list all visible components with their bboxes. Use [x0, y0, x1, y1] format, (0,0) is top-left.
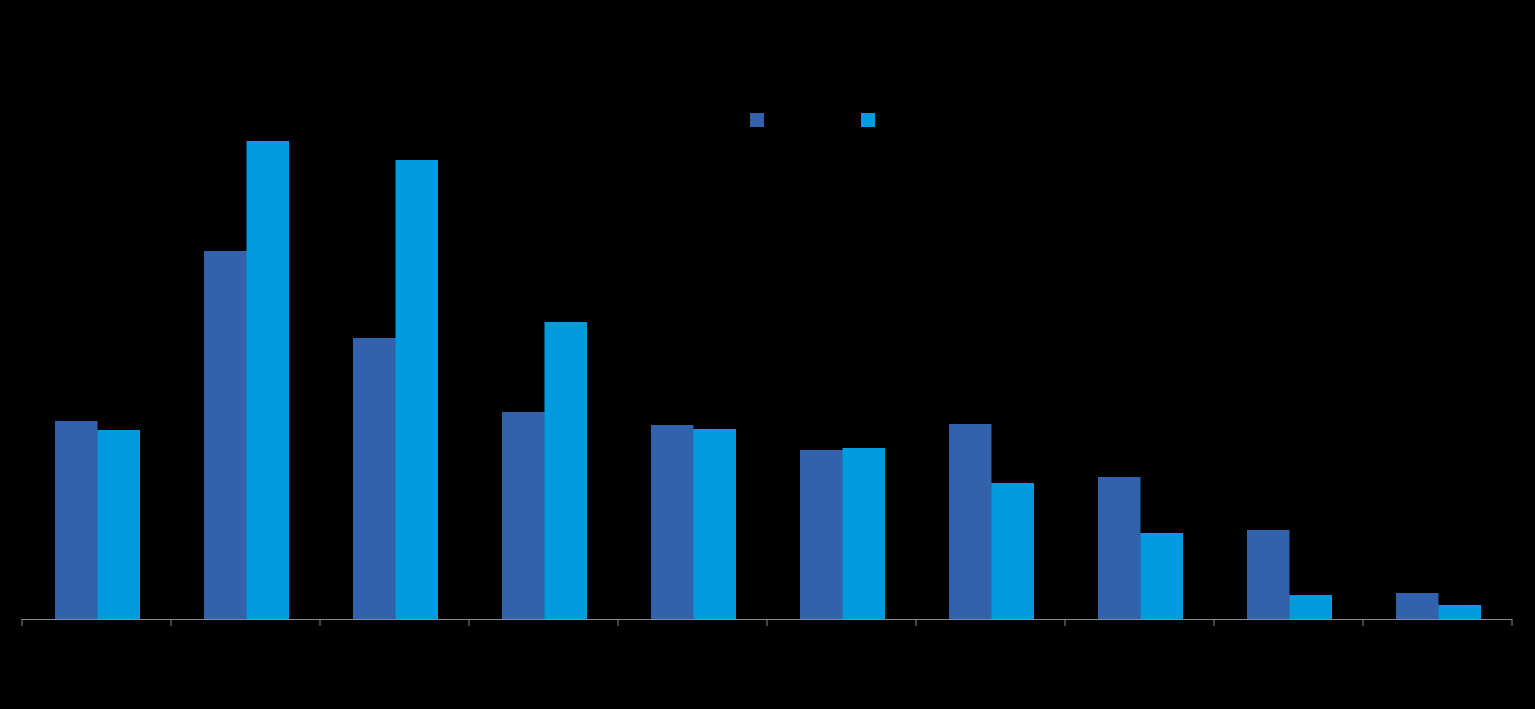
legend-swatch	[861, 113, 875, 127]
bar	[395, 160, 438, 619]
bar	[1438, 605, 1481, 619]
bar	[991, 483, 1034, 619]
bar	[204, 251, 247, 619]
bar	[97, 430, 140, 619]
bar	[693, 429, 736, 619]
bar	[1396, 593, 1439, 619]
bar	[502, 412, 545, 619]
bar	[842, 448, 885, 619]
bar	[651, 425, 694, 619]
bar	[55, 421, 98, 619]
bar	[246, 141, 289, 619]
bar	[1098, 477, 1141, 619]
legend-swatch	[750, 113, 764, 127]
bar	[949, 424, 992, 619]
bar	[1289, 595, 1332, 619]
bar	[800, 450, 843, 619]
bar	[1140, 533, 1183, 619]
bar	[353, 338, 396, 619]
bar	[544, 322, 587, 619]
bar	[1247, 530, 1290, 619]
